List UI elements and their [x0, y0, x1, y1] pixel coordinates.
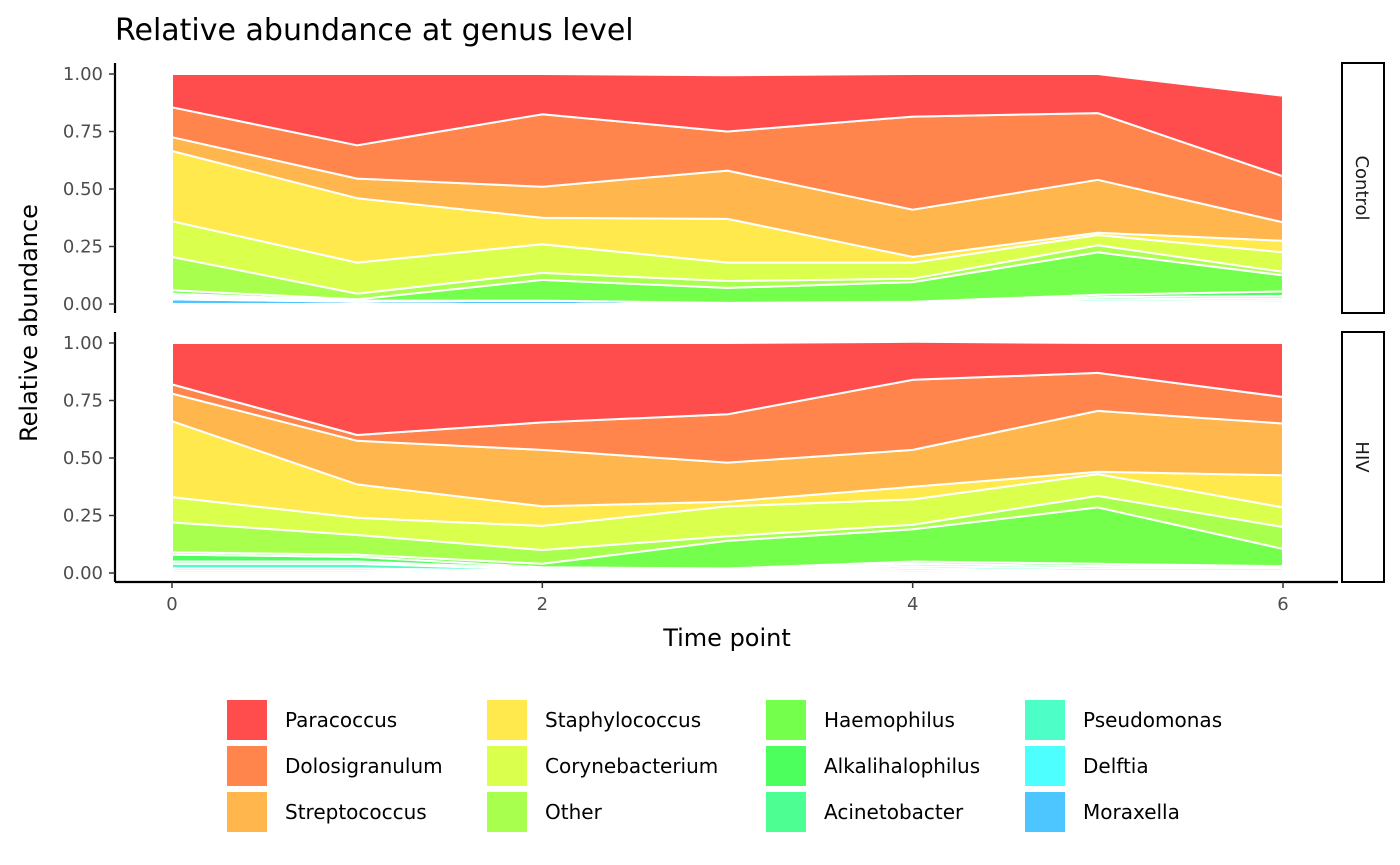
area-layers	[171, 340, 1284, 574]
legend-label: Delftia	[1083, 754, 1149, 778]
legend-swatch	[766, 700, 806, 740]
legend-label: Staphylococcus	[545, 708, 701, 732]
y-axis-title: Relative abundance	[15, 204, 43, 442]
legend-item-paracoccus: Paracoccus	[227, 700, 397, 740]
legend-swatch	[487, 792, 527, 832]
legend-label: Other	[545, 800, 603, 824]
legend-item-acinetobacter: Acinetobacter	[766, 792, 964, 832]
legend-label: Moraxella	[1083, 800, 1180, 824]
legend-label: Haemophilus	[824, 708, 955, 732]
chart-title: Relative abundance at genus level	[115, 13, 634, 48]
legend-label: Streptococcus	[285, 800, 427, 824]
y-tick-label: 0.00	[63, 294, 103, 315]
y-tick-label: 0.50	[63, 179, 103, 200]
legend-item-haemophilus: Haemophilus	[766, 700, 955, 740]
legend-item-other: Other	[487, 792, 603, 832]
y-tick-label: 1.00	[63, 333, 103, 354]
y-tick-label: 0.50	[63, 448, 103, 469]
x-tick-label: 6	[1277, 594, 1288, 615]
x-axis: 0 2 4 6	[115, 580, 1338, 615]
legend-swatch	[1025, 700, 1065, 740]
legend-item-moraxella: Moraxella	[1025, 792, 1180, 832]
legend-swatch	[227, 792, 267, 832]
legend: Paracoccus Dolosigranulum Streptococcus Sta…	[227, 700, 1222, 832]
area-paracoccus	[171, 73, 1284, 178]
legend-swatch	[487, 746, 527, 786]
legend-swatch	[766, 746, 806, 786]
facet-strip	[1341, 331, 1385, 583]
y-tick-label: 0.25	[63, 237, 103, 258]
facet-strip	[1341, 62, 1385, 314]
y-tick-label: 0.75	[63, 122, 103, 143]
legend-swatch	[1025, 792, 1065, 832]
legend-swatch	[227, 700, 267, 740]
area-paracoccus	[171, 340, 1284, 436]
y-tick-label: 0.25	[63, 506, 103, 527]
x-tick-label: 2	[537, 594, 548, 615]
facet-strip-label: HIV	[1351, 441, 1372, 473]
legend-item-streptococcus: Streptococcus	[227, 792, 427, 832]
legend-item-delftia: Delftia	[1025, 746, 1149, 786]
legend-swatch	[487, 700, 527, 740]
legend-swatch	[227, 746, 267, 786]
x-tick-label: 4	[907, 594, 918, 615]
y-tick-label: 0.75	[63, 391, 103, 412]
legend-label: Corynebacterium	[545, 754, 718, 778]
legend-item-corynebacterium: Corynebacterium	[487, 746, 718, 786]
area-layers	[171, 73, 1284, 305]
facet-panels: 0.000.250.500.751.00Control0.000.250.500…	[63, 62, 1385, 584]
legend-label: Alkalihalophilus	[824, 754, 980, 778]
legend-swatch	[766, 792, 806, 832]
legend-item-staphylococcus: Staphylococcus	[487, 700, 701, 740]
y-tick-label: 0.00	[63, 563, 103, 584]
panel-hiv: 0.00 0.25 0.50 0.75 1.00 HIV	[63, 331, 1385, 584]
legend-label: Dolosigranulum	[285, 754, 443, 778]
y-tick-label: 1.00	[63, 64, 103, 85]
x-tick-label: 0	[166, 594, 177, 615]
legend-label: Pseudomonas	[1083, 708, 1222, 732]
x-axis-title: Time point	[662, 624, 791, 652]
legend-label: Acinetobacter	[824, 800, 964, 824]
legend-item-alkalihalophilus: Alkalihalophilus	[766, 746, 980, 786]
facet-strip-label: Control	[1351, 155, 1372, 220]
legend-item-dolosigranulum: Dolosigranulum	[227, 746, 443, 786]
panel-control: 0.00 0.25 0.50 0.75 1.00 Control	[63, 62, 1385, 315]
legend-label: Paracoccus	[285, 708, 397, 732]
legend-swatch	[1025, 746, 1065, 786]
legend-item-pseudomonas: Pseudomonas	[1025, 700, 1222, 740]
